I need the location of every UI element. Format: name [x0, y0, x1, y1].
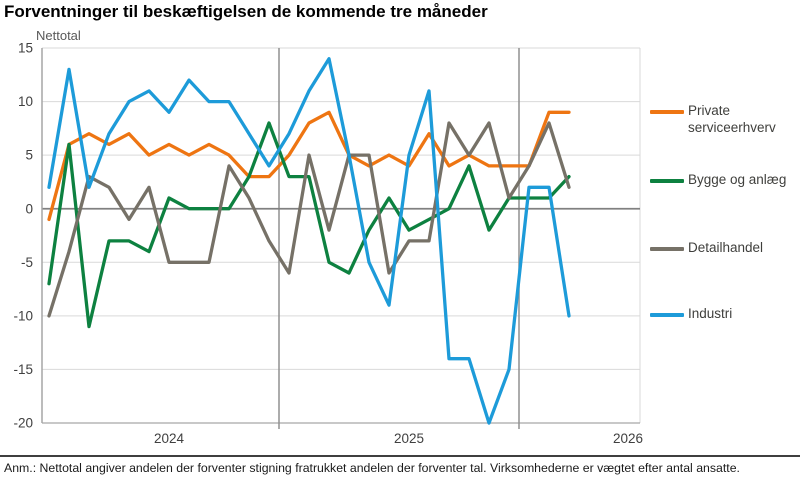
series-line-private-serviceerhverv: [47, 110, 571, 222]
x-axis-year-label: 2026: [613, 431, 643, 446]
y-axis-tick-label: -20: [13, 416, 33, 431]
x-axis-year-label: 2024: [154, 431, 185, 446]
legend-label: Detailhandel: [688, 240, 764, 255]
legend-swatch-orange-line-icon: [650, 110, 684, 114]
chart-legend: Private serviceerhverv Bygge og anlæg De…: [650, 0, 798, 455]
legend-swatch-blue-line-icon: [650, 313, 684, 317]
legend-item-industri: Industri: [650, 306, 796, 323]
y-axis-tick-label: -15: [13, 362, 33, 377]
legend-label: Industri: [688, 306, 733, 321]
y-axis-tick-label: 0: [25, 201, 33, 216]
x-axis-year-label: 2025: [394, 431, 424, 446]
series-line-detailhandel: [47, 121, 571, 318]
y-axis-tick-label: -10: [13, 308, 33, 323]
legend-label: Private serviceerhverv: [688, 103, 776, 135]
page-title: Forventninger til beskæftigelsen de komm…: [4, 2, 488, 21]
series-line-industri: [47, 57, 571, 425]
footnote-text: Anm.: Nettotal angiver andelen der forve…: [4, 461, 740, 475]
legend-item-detailhandel: Detailhandel: [650, 240, 796, 257]
series-line-bygge-og-anl-g: [47, 121, 571, 329]
y-axis-unit-label: Nettotal: [36, 28, 81, 43]
legend-swatch-gray-line-icon: [650, 247, 684, 251]
footnote-divider: [0, 455, 800, 457]
legend-item-private-serviceerhverv: Private serviceerhverv: [650, 103, 796, 137]
legend-swatch-green-line-icon: [650, 179, 684, 183]
y-axis-tick-label: -5: [21, 255, 33, 270]
legend-item-bygge-og-anlaeg: Bygge og anlæg: [650, 172, 796, 189]
y-axis-tick-label: 10: [18, 94, 33, 109]
legend-label: Bygge og anlæg: [688, 172, 787, 187]
line-chart-canvas: 15 10 5 0 -5 -10 -15 -20 2024 2025 2026: [13, 41, 643, 446]
y-axis-tick-label: 15: [18, 41, 33, 56]
y-axis-tick-label: 5: [25, 148, 33, 163]
